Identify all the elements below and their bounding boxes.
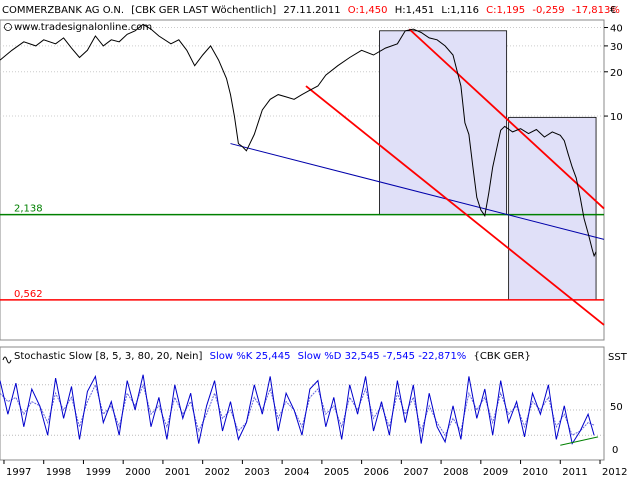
x-tick-label: 2004	[284, 467, 309, 478]
x-tick-label: 2007	[403, 467, 428, 478]
price-tick-label: 30	[610, 42, 623, 53]
stochastic-header: Stochastic Slow [8, 5, 3, 80, 20, Nein] …	[2, 351, 531, 364]
x-tick-label: 2008	[443, 467, 468, 478]
trendlines	[230, 28, 605, 326]
header-high: H:1,451	[395, 5, 435, 16]
stochastic-axis-tag: SST	[608, 352, 628, 363]
header-change: -0,259	[532, 5, 564, 16]
price-series-line	[0, 23, 597, 258]
x-tick-label: 2000	[125, 467, 150, 478]
channel-lower-line	[305, 85, 605, 326]
stochastic-symbol: {CBK GER}	[474, 351, 531, 362]
instrument-descriptor: [CBK GER LAST Wöchentlich]	[131, 5, 276, 16]
x-tick-label: 2003	[244, 467, 269, 478]
source-url: www.tradesignalonline.com	[14, 22, 152, 33]
header-open: O:1,450	[348, 5, 388, 16]
x-tick-label: 1997	[6, 467, 31, 478]
x-tick-label: 2001	[165, 467, 190, 478]
header-close: C:1,195	[486, 5, 525, 16]
stochastic-title: Stochastic Slow [8, 5, 3, 80, 20, Nein] …	[14, 351, 531, 362]
x-axis: 1997 1998 1999 2000 2001 2002 2003 2004 2005 2006…	[3, 460, 627, 478]
stochastic-params: Stochastic Slow [8, 5, 3, 80, 20, Nein]	[14, 351, 203, 362]
stochastic-k-label: Slow %K 25,445	[210, 351, 291, 362]
level-labels: 2,138 0,562	[14, 204, 43, 300]
stochastic-panel	[0, 346, 605, 461]
header-low: L:1,116	[441, 5, 479, 16]
stochastic-d-label: Slow %D 32,545 -7,545 -22,871%	[298, 351, 467, 362]
level-label: 2,138	[14, 204, 43, 215]
price-tick-label: 20	[610, 68, 623, 79]
x-tick-label: 2010	[523, 467, 548, 478]
currency-symbol: €	[610, 5, 616, 16]
x-tick-label: 2012	[602, 467, 627, 478]
source-line: www.tradesignalonline.com	[4, 22, 152, 33]
x-tick-label: 1998	[46, 467, 71, 478]
header-change-pct: -17,813%	[572, 5, 620, 16]
x-tick-label: 2005	[324, 467, 349, 478]
x-tick-label: 2002	[205, 467, 230, 478]
price-tick-label: 10	[610, 112, 623, 123]
level-label: 0,562	[14, 289, 43, 300]
stochastic-trendline	[560, 436, 599, 446]
instrument-name: COMMERZBANK AG O.N.	[2, 5, 124, 16]
support-trendline	[230, 143, 605, 240]
highlight-box	[508, 116, 597, 301]
x-tick-label: 2006	[364, 467, 389, 478]
copyright-icon	[4, 23, 12, 31]
stochastic-tick-0: 0	[612, 445, 618, 456]
header-title: COMMERZBANK AG O.N. [CBK GER LAST Wöchen…	[2, 5, 620, 16]
stochastic-tick-50: 50	[610, 402, 623, 413]
x-tick-label: 1999	[85, 467, 110, 478]
horizontal-levels	[0, 213, 604, 301]
channel-upper-line	[408, 28, 605, 210]
x-tick-label: 2011	[562, 467, 587, 478]
price-y-axis: 40 30 20 10	[604, 24, 623, 123]
stochastic-k-line	[0, 374, 595, 445]
x-tick-label: 2009	[483, 467, 508, 478]
wave-icon	[2, 356, 12, 364]
price-tick-label: 40	[610, 24, 623, 35]
header-date: 27.11.2011	[283, 5, 340, 16]
